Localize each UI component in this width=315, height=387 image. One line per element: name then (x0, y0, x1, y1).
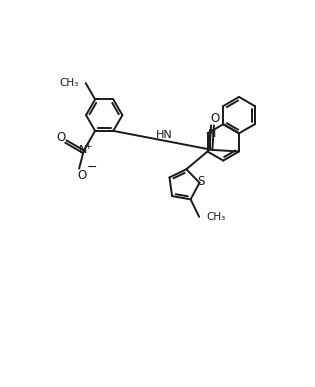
Text: CH₃: CH₃ (60, 78, 79, 88)
Text: HN: HN (156, 130, 173, 140)
Text: O: O (56, 131, 66, 144)
Text: O: O (210, 112, 219, 125)
Text: S: S (197, 175, 205, 188)
Text: −: − (86, 161, 97, 173)
Text: N: N (79, 145, 87, 155)
Text: N: N (208, 129, 216, 139)
Text: O: O (77, 169, 86, 182)
Text: +: + (84, 142, 91, 151)
Text: CH₃: CH₃ (206, 212, 225, 222)
